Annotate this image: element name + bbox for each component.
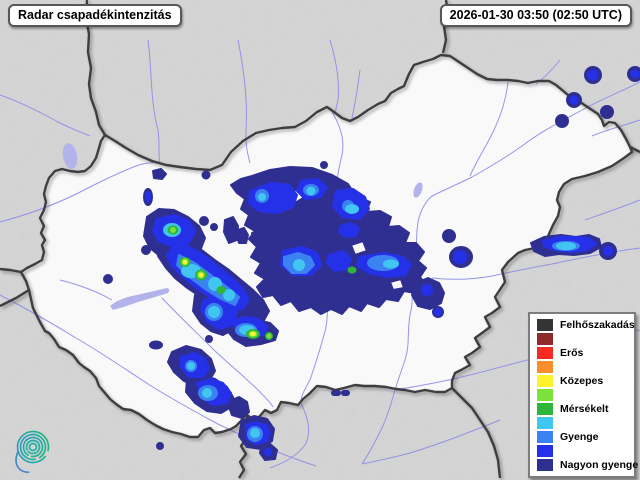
legend-swatch xyxy=(537,389,553,401)
legend-swatch xyxy=(537,333,553,345)
legend-row xyxy=(537,333,632,345)
river-drava xyxy=(0,294,317,467)
legend: Felhőszakadás Erős Közepes Mérsékelt Gyenge N… xyxy=(528,312,638,478)
legend-row xyxy=(537,389,632,401)
lake-balaton xyxy=(110,288,170,310)
river xyxy=(329,39,339,114)
legend-row: Erős xyxy=(537,347,632,359)
border-ro-rs xyxy=(451,387,502,479)
legend-swatch xyxy=(537,375,553,387)
rivers xyxy=(0,39,640,469)
legend-row xyxy=(537,417,632,429)
legend-row: Gyenge xyxy=(537,431,632,443)
river xyxy=(361,419,501,465)
river-zala xyxy=(59,279,113,301)
river-sio xyxy=(161,297,274,408)
river-raba xyxy=(0,162,161,223)
timestamp-text: 2026-01-30 03:50 (02:50 UTC) xyxy=(449,8,622,22)
border-si-hr xyxy=(0,288,30,308)
legend-swatch xyxy=(537,361,553,373)
legend-swatch xyxy=(537,445,553,457)
river xyxy=(469,81,509,177)
radar-precipitation-overlay xyxy=(103,66,640,461)
legend-row: Felhőszakadás xyxy=(537,319,635,331)
legend-swatch xyxy=(537,417,553,429)
legend-row: Nagyon gyenge xyxy=(537,459,638,471)
map-title-text: Radar csapadékintenzitás xyxy=(18,8,172,22)
river xyxy=(351,69,361,119)
legend-label: Közepes xyxy=(560,375,604,387)
hungary-border xyxy=(19,53,634,439)
lakes xyxy=(62,143,423,310)
legend-label: Nagyon gyenge xyxy=(560,459,639,471)
legend-swatch xyxy=(537,431,553,443)
border-ua-ro xyxy=(629,145,640,154)
legend-row: Mérsékelt xyxy=(537,403,632,415)
hungaromet-spiral-logo xyxy=(15,430,50,474)
legend-swatch xyxy=(537,459,553,471)
legend-swatch xyxy=(537,319,553,331)
border-at-si xyxy=(0,267,22,274)
river xyxy=(147,39,161,164)
river xyxy=(591,119,640,137)
legend-label: Erős xyxy=(560,347,584,359)
lake-tisza xyxy=(413,182,423,198)
radar-level-moderate xyxy=(182,259,256,337)
map-title: Radar csapadékintenzitás xyxy=(8,4,182,27)
legend-swatch xyxy=(537,403,553,415)
radar-level-8 xyxy=(163,186,576,438)
river-tisza xyxy=(361,81,640,465)
river xyxy=(237,39,251,164)
river xyxy=(0,94,91,137)
river xyxy=(584,199,640,221)
legend-label: Felhőszakadás xyxy=(560,319,635,331)
lake-ferto xyxy=(62,143,78,169)
legend-label: Mérsékelt xyxy=(560,403,609,415)
legend-row: Közepes xyxy=(537,375,632,387)
legend-swatch xyxy=(537,347,553,359)
legend-label: Gyenge xyxy=(560,431,599,443)
river xyxy=(535,59,561,85)
legend-row xyxy=(537,445,632,457)
timestamp-label: 2026-01-30 03:50 (02:50 UTC) xyxy=(439,4,632,27)
legend-row xyxy=(537,361,632,373)
